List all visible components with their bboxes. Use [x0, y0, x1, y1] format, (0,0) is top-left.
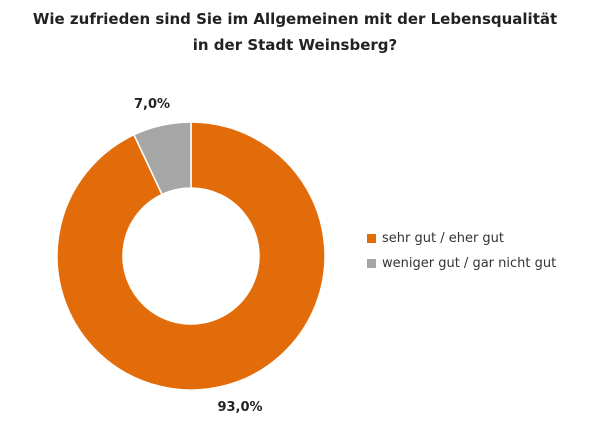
- legend-label-sehr-gut: sehr gut / eher gut: [382, 231, 505, 246]
- legend: sehr gut / eher gut weniger gut / gar ni…: [367, 226, 556, 276]
- data-label-sehr-gut: 93,0%: [217, 400, 262, 415]
- chart-title: Wie zufrieden sind Sie im Allgemeinen mi…: [0, 6, 590, 58]
- legend-item-sehr-gut: sehr gut / eher gut: [367, 226, 556, 251]
- legend-item-weniger-gut: weniger gut / gar nicht gut: [367, 251, 556, 276]
- data-label-weniger-gut: 7,0%: [134, 97, 170, 112]
- legend-swatch-orange: [367, 234, 376, 243]
- legend-label-weniger-gut: weniger gut / gar nicht gut: [382, 256, 557, 271]
- slice-weniger-gut: [132, 121, 192, 196]
- chart-title-line-1: Wie zufrieden sind Sie im Allgemeinen mi…: [32, 10, 558, 28]
- legend-swatch-gray: [367, 259, 376, 268]
- slice-sehr-gut: [56, 121, 326, 391]
- chart-title-line-2: in der Stadt Weinsberg?: [192, 36, 398, 54]
